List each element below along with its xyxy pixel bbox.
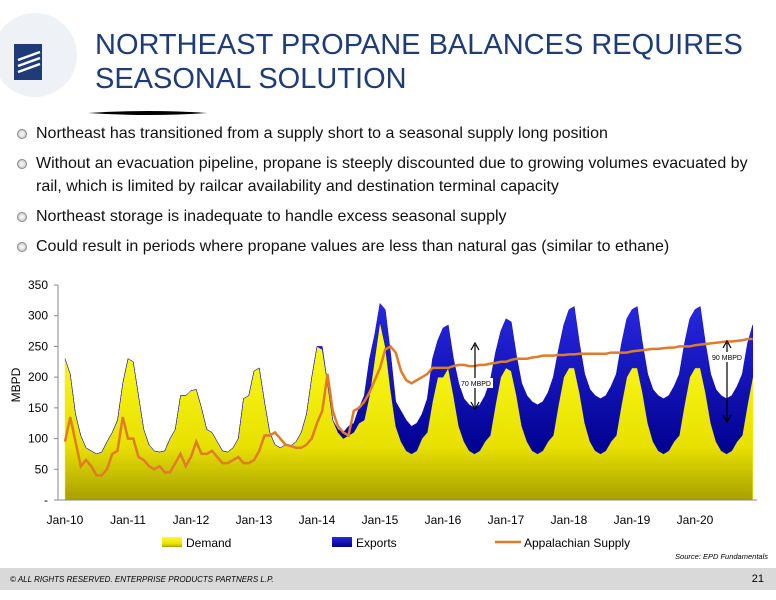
area	[64, 302, 753, 455]
y-tick-label: 50	[35, 462, 49, 476]
x-tick-label: Jan-18	[551, 513, 588, 527]
x-tick-label: Jan-20	[677, 513, 714, 527]
line	[63, 337, 753, 477]
y-tick-label: 100	[28, 432, 48, 446]
label-bg	[460, 378, 493, 388]
title: NORTHEAST PROPANE BALANCES REQUIRES SEAS…	[95, 29, 743, 95]
logo	[0, 13, 77, 97]
x-tick-label: Jan-16	[425, 513, 462, 527]
x-tick-label: Jan-14	[299, 513, 336, 527]
y-axis-label: MBPD	[9, 367, 23, 402]
bullet: Northeast has transitioned from a supply…	[14, 122, 764, 145]
legend-swatch	[162, 537, 182, 547]
x-tick-label: Jan-13	[236, 513, 273, 527]
source: Source: EPD Fundamentals	[675, 552, 768, 561]
bullet: Could result in periods where propane va…	[14, 235, 764, 258]
y-tick-label: 200	[28, 370, 48, 384]
page-number: 21	[751, 573, 764, 585]
copyright: © ALL RIGHTS RESERVED. ENTERPRISE PRODUC…	[10, 575, 274, 584]
y-tick-label: 150	[28, 401, 48, 415]
label-bg	[710, 352, 743, 362]
legend-swatch	[332, 537, 352, 547]
x-tick-label: Jan-11	[110, 513, 146, 527]
bullet: Northeast storage is inadequate to handl…	[14, 205, 764, 228]
divider	[88, 111, 207, 115]
footer: © ALL RIGHTS RESERVED. ENTERPRISE PRODUC…	[0, 568, 776, 590]
legend-label: Appalachian Supply	[524, 536, 630, 550]
annotation: 70 MBPD	[461, 381, 491, 388]
x-tick-label: Jan-10	[47, 513, 84, 527]
annotation: 90 MBPD	[712, 355, 742, 362]
x-tick-label: Jan-15	[362, 513, 399, 527]
y-tick-label: 300	[28, 309, 48, 323]
x-tick-label: Jan-19	[614, 513, 651, 527]
y-tick-label: 250	[28, 339, 48, 353]
legend-label: Exports	[356, 536, 397, 550]
legend-label: Demand	[186, 536, 231, 550]
x-tick-label: Jan-12	[173, 513, 210, 527]
bullet: Without an evacuation pipeline, propane …	[14, 152, 764, 198]
arrow	[470, 341, 480, 411]
bullet-list: Northeast has transitioned from a supply…	[14, 122, 764, 265]
chart: MBPD - 50 100 150 200 250 300 350 Jan-10 Jan-11 Ja…	[9, 278, 768, 561]
x-tick-label: Jan-17	[488, 513, 525, 527]
y-tick-label: 350	[28, 278, 48, 292]
y-tick-label: -	[44, 493, 48, 507]
